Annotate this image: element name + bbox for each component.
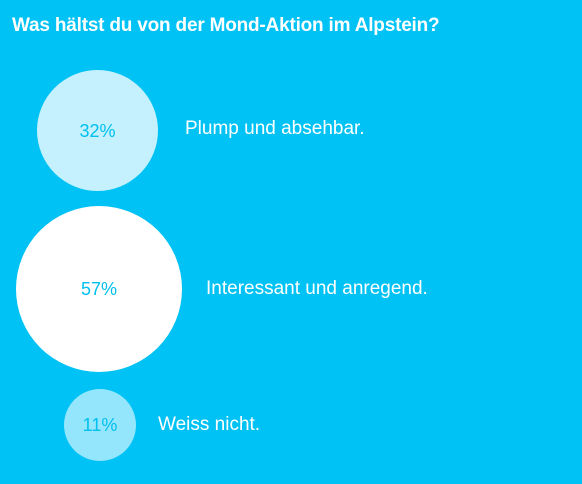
percent-label: 57% [80, 279, 118, 299]
percent-label: 11% [82, 415, 118, 435]
option-label: Plump und absehbar. [185, 118, 365, 139]
percent-label: 32% [79, 120, 116, 141]
percent-bubble: 32% [37, 70, 158, 191]
poll-question: Was hältst du von der Mond-Aktion im Alp… [12, 15, 440, 36]
option-label: Interessant und anregend. [206, 278, 428, 299]
percent-bubble: 11% [64, 389, 136, 461]
option-label: Weiss nicht. [158, 414, 261, 435]
percent-bubble: 57% [16, 206, 182, 372]
